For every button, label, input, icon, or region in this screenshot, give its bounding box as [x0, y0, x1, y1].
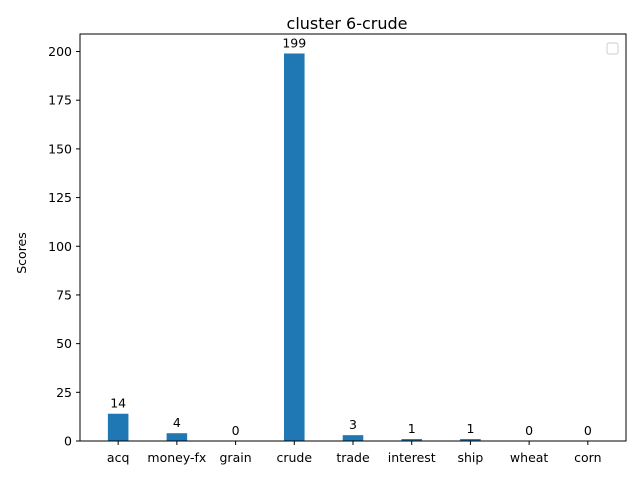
- axes-frame: [79, 33, 627, 442]
- y-axis-label: Scores: [14, 232, 29, 274]
- data-label-ship: 1: [466, 421, 474, 436]
- y-tick-label-125: 125: [48, 190, 72, 205]
- data-label-wheat: 0: [525, 423, 533, 438]
- bar-ship: [460, 439, 481, 441]
- x-tick-label-wheat: wheat: [510, 450, 548, 465]
- bar-money-fx: [166, 433, 188, 441]
- y-tick-label-0: 0: [64, 434, 72, 449]
- chart-title: cluster 6-crude: [287, 14, 408, 33]
- bar-crude: [284, 53, 305, 441]
- plot-area: 14 acq 4 money-fx 0 grain 199 crude 3 trade 1 inter…: [48, 33, 627, 465]
- x-tick-label-grain: grain: [220, 450, 252, 465]
- y-tick-label-150: 150: [48, 141, 72, 156]
- data-label-grain: 0: [232, 423, 240, 438]
- x-tick-label-interest: interest: [388, 450, 436, 465]
- bar-trade: [342, 435, 364, 441]
- x-tick-label-crude: crude: [277, 450, 313, 465]
- y-tick-label-75: 75: [56, 287, 72, 302]
- x-tick-label-trade: trade: [336, 450, 370, 465]
- data-label-money-fx: 4: [173, 415, 181, 430]
- bar-acq: [107, 413, 129, 441]
- x-tick-label-money-fx: money-fx: [147, 450, 206, 465]
- data-label-trade: 3: [349, 417, 357, 432]
- x-tick-label-ship: ship: [457, 450, 483, 465]
- legend-box: [606, 42, 619, 55]
- y-tick-label-50: 50: [56, 336, 72, 351]
- y-tick-label-175: 175: [48, 93, 72, 108]
- data-label-corn: 0: [584, 423, 592, 438]
- y-tick-label-200: 200: [48, 44, 72, 59]
- y-tick-label-25: 25: [56, 385, 72, 400]
- y-tick-label-100: 100: [48, 239, 72, 254]
- data-label-interest: 1: [408, 421, 416, 436]
- x-tick-label-corn: corn: [574, 450, 601, 465]
- data-label-acq: 14: [110, 396, 126, 411]
- x-tick-label-acq: acq: [107, 450, 129, 465]
- data-label-crude: 199: [282, 35, 306, 50]
- bar-interest: [401, 439, 422, 441]
